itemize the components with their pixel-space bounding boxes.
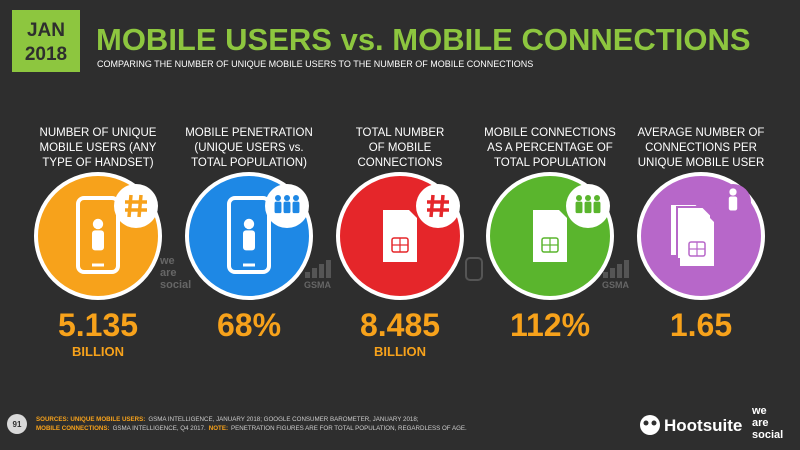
person-icon bbox=[585, 195, 591, 201]
person-icon bbox=[92, 230, 104, 251]
stat-label: TOTAL POPULATION bbox=[494, 157, 606, 169]
source-line: MOBILE CONNECTIONS: GSMA INTELLIGENCE, Q4… bbox=[36, 425, 467, 432]
person-icon bbox=[274, 201, 282, 214]
stat-column: MOBILE PENETRATION (UNIQUE USERS vs. TOTAL… bbox=[185, 127, 313, 343]
person-icon bbox=[729, 188, 737, 196]
stat-label: UNIQUE MOBILE USER bbox=[638, 157, 765, 169]
sim-icon bbox=[383, 210, 417, 262]
stat-label: TOTAL NUMBER bbox=[356, 127, 445, 139]
stat-value: 112% bbox=[510, 307, 590, 343]
person-icon bbox=[243, 230, 255, 251]
stat-label: MOBILE PENETRATION bbox=[185, 127, 313, 139]
watermark-text: GSMA bbox=[304, 280, 332, 290]
watermark-text: social bbox=[160, 279, 191, 291]
person-icon bbox=[575, 201, 583, 214]
person-icon bbox=[284, 195, 290, 201]
stats: NUMBER OF UNIQUE MOBILE USERS (ANY TYPE OF… bbox=[34, 127, 765, 359]
was-logo: social bbox=[752, 429, 783, 441]
person-icon bbox=[275, 195, 281, 201]
stat-label: TOTAL POPULATION) bbox=[191, 157, 307, 169]
person-icon bbox=[584, 201, 592, 214]
watermark-text: are bbox=[160, 267, 177, 279]
sim-icon bbox=[680, 214, 714, 266]
stat-label: AS A PERCENTAGE OF bbox=[487, 142, 613, 154]
stat-label: MOBILE CONNECTIONS bbox=[484, 127, 616, 139]
sources: SOURCES: UNIQUE MOBILE USERS: GSMA INTELL… bbox=[36, 416, 467, 432]
watermark-text: we bbox=[159, 255, 175, 267]
stat-column: TOTAL NUMBER OF MOBILE CONNECTIONS 8.485BIL… bbox=[336, 127, 464, 359]
watermark-text: GSMA bbox=[602, 280, 630, 290]
hootsuite-logo: Hootsuite bbox=[640, 415, 742, 435]
icon-badge bbox=[416, 184, 460, 228]
stat-unit: BILLION bbox=[374, 344, 426, 359]
source-line: SOURCES: UNIQUE MOBILE USERS: GSMA INTELL… bbox=[36, 416, 419, 423]
stat-value: 5.135 bbox=[58, 307, 138, 343]
stat-label: (UNIQUE USERS vs. bbox=[194, 142, 303, 154]
page-badge bbox=[7, 414, 27, 434]
person-icon bbox=[283, 201, 291, 214]
hash-icon bbox=[127, 194, 133, 218]
stat-column: NUMBER OF UNIQUE MOBILE USERS (ANY TYPE OF… bbox=[34, 127, 162, 359]
stat-column: AVERAGE NUMBER OF CONNECTIONS PER UNIQUE M… bbox=[637, 127, 765, 343]
stat-unit: BILLION bbox=[72, 344, 124, 359]
person-icon bbox=[593, 201, 601, 214]
stat-label: TYPE OF HANDSET) bbox=[42, 157, 153, 169]
person-icon bbox=[728, 196, 738, 211]
stat-label: AVERAGE NUMBER OF bbox=[638, 127, 765, 139]
person-icon bbox=[594, 195, 600, 201]
badge-month: JAN bbox=[27, 20, 65, 41]
title: MOBILE USERS vs. MOBILE CONNECTIONS bbox=[96, 22, 751, 57]
source-segment: PENETRATION FIGURES ARE FOR TOTAL POPULA… bbox=[231, 425, 467, 432]
source-segment: SOURCES: UNIQUE MOBILE USERS: bbox=[36, 416, 145, 423]
page-number: 91 bbox=[13, 420, 22, 429]
was-logo: we bbox=[751, 405, 767, 417]
sim-icon bbox=[533, 210, 567, 262]
stat-value: 68% bbox=[217, 307, 281, 343]
hootsuite-text: Hootsuite bbox=[664, 416, 742, 435]
stat-label: OF MOBILE bbox=[369, 142, 432, 154]
person-icon bbox=[293, 195, 299, 201]
source-segment: MOBILE CONNECTIONS: bbox=[36, 425, 110, 432]
stat-label: MOBILE USERS (ANY bbox=[40, 142, 157, 154]
person-icon bbox=[292, 201, 300, 214]
stat-value: 1.65 bbox=[670, 307, 732, 343]
stat-column: MOBILE CONNECTIONS AS A PERCENTAGE OF TOTA… bbox=[484, 127, 616, 343]
stat-label: CONNECTIONS PER bbox=[645, 142, 757, 154]
date-badge bbox=[12, 10, 80, 72]
badge-year: 2018 bbox=[25, 44, 67, 65]
person-icon bbox=[576, 195, 582, 201]
stat-label: CONNECTIONS bbox=[358, 157, 443, 169]
person-icon bbox=[243, 218, 255, 230]
hash-icon bbox=[429, 194, 435, 218]
person-icon bbox=[92, 218, 104, 230]
phone-icon bbox=[227, 196, 271, 274]
stat-value: 8.485 bbox=[360, 307, 440, 343]
source-segment: GSMA INTELLIGENCE, JANUARY 2018; GOOGLE … bbox=[148, 416, 418, 423]
phone-icon bbox=[76, 196, 120, 274]
icon-badge bbox=[114, 184, 158, 228]
watermarks: we are social GSMA GSMA bbox=[159, 255, 630, 291]
subtitle: COMPARING THE NUMBER OF UNIQUE MOBILE US… bbox=[97, 59, 533, 69]
hash-icon bbox=[439, 194, 445, 218]
hash-icon bbox=[137, 194, 143, 218]
source-segment: GSMA INTELLIGENCE, Q4 2017. bbox=[113, 425, 206, 432]
was-logo: are bbox=[752, 417, 769, 429]
watermark-bars bbox=[305, 257, 629, 281]
source-segment: NOTE: bbox=[209, 425, 228, 432]
stat-label: NUMBER OF UNIQUE bbox=[40, 127, 157, 139]
